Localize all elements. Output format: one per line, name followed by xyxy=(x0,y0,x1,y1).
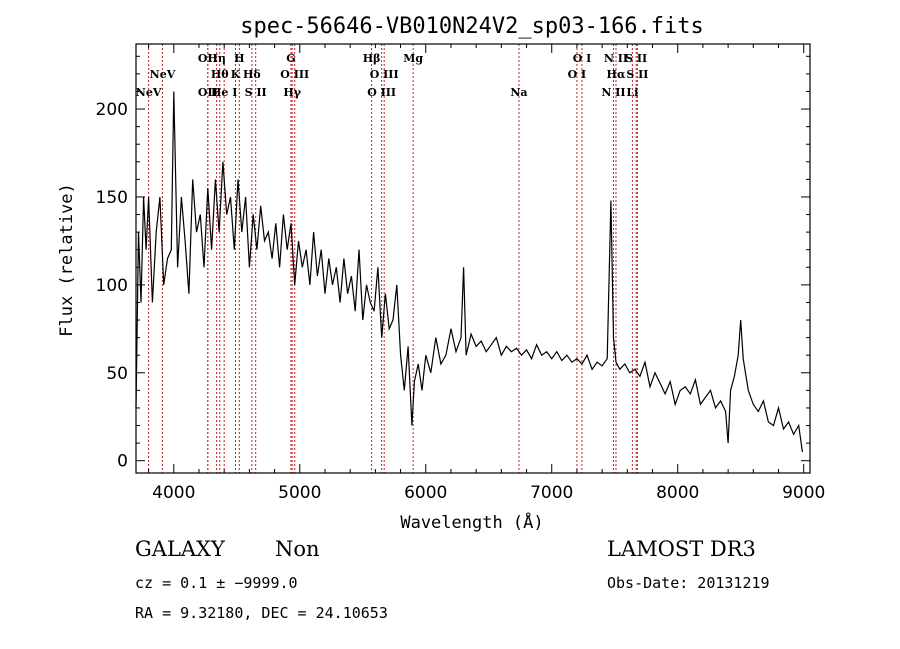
line-label: OII xyxy=(198,52,218,65)
line-label: Hδ xyxy=(243,68,261,81)
line-label: Hγ xyxy=(283,86,301,99)
survey-name: LAMOST DR3 xyxy=(607,537,756,561)
x-tick-label: 8000 xyxy=(656,483,699,503)
line-label: N II xyxy=(604,52,628,65)
line-label: O III xyxy=(370,68,399,81)
spectrum-line xyxy=(135,91,803,452)
line-label: O III xyxy=(280,68,309,81)
y-tick-label: 200 xyxy=(96,100,128,120)
line-label: Hα xyxy=(607,68,626,81)
plot-frame xyxy=(135,43,811,474)
y-axis-label: Flux (relative) xyxy=(57,183,77,337)
line-label: O I xyxy=(568,68,587,81)
line-label: O III xyxy=(367,86,396,99)
line-label: OII xyxy=(198,86,218,99)
x-tick-label: 9000 xyxy=(782,483,825,503)
y-tick-label: 100 xyxy=(96,276,128,296)
line-label: Hη xyxy=(207,52,225,65)
line-label: NeV xyxy=(150,68,176,81)
y-tick-label: 50 xyxy=(106,364,128,384)
line-label: Mg xyxy=(403,52,423,65)
line-label: Hβ xyxy=(363,52,381,65)
chart-title: spec-56646-VB010N24V2_sp03-166.fits xyxy=(240,14,704,39)
redshift-info: cz = 0.1 ± −9999.0 xyxy=(135,574,298,592)
line-label: Na xyxy=(510,86,527,99)
x-axis-label: Wavelength (Å) xyxy=(400,511,543,533)
object-class: GALAXY xyxy=(135,537,225,561)
line-label: S II xyxy=(625,52,647,65)
coordinates: RA = 9.32180, DEC = 24.10653 xyxy=(135,604,388,622)
line-label: S II xyxy=(245,86,267,99)
x-tick-label: 7000 xyxy=(530,483,573,503)
object-subclass: Non xyxy=(275,537,320,561)
line-label: H xyxy=(234,52,244,65)
line-label: O I xyxy=(573,52,592,65)
x-tick-label: 6000 xyxy=(404,483,447,503)
line-label: He I xyxy=(211,86,237,99)
line-label: S II xyxy=(626,68,648,81)
y-tick-label: 150 xyxy=(96,188,128,208)
obs-date: Obs-Date: 20131219 xyxy=(607,574,770,592)
line-label: Li xyxy=(626,86,638,99)
line-label: K xyxy=(231,68,241,81)
x-tick-label: 5000 xyxy=(278,483,321,503)
line-label: NeV xyxy=(136,86,162,99)
line-label: Hθ xyxy=(211,68,229,81)
y-tick-label: 0 xyxy=(117,452,128,472)
x-tick-label: 4000 xyxy=(152,483,195,503)
line-markers xyxy=(148,44,638,473)
x-axis-ticks: 4000 5000 6000 7000 8000 9000 xyxy=(148,44,825,503)
line-label: N II xyxy=(601,86,625,99)
y-axis-ticks: 0 50 100 150 200 xyxy=(96,55,810,472)
line-label: G xyxy=(286,52,295,65)
